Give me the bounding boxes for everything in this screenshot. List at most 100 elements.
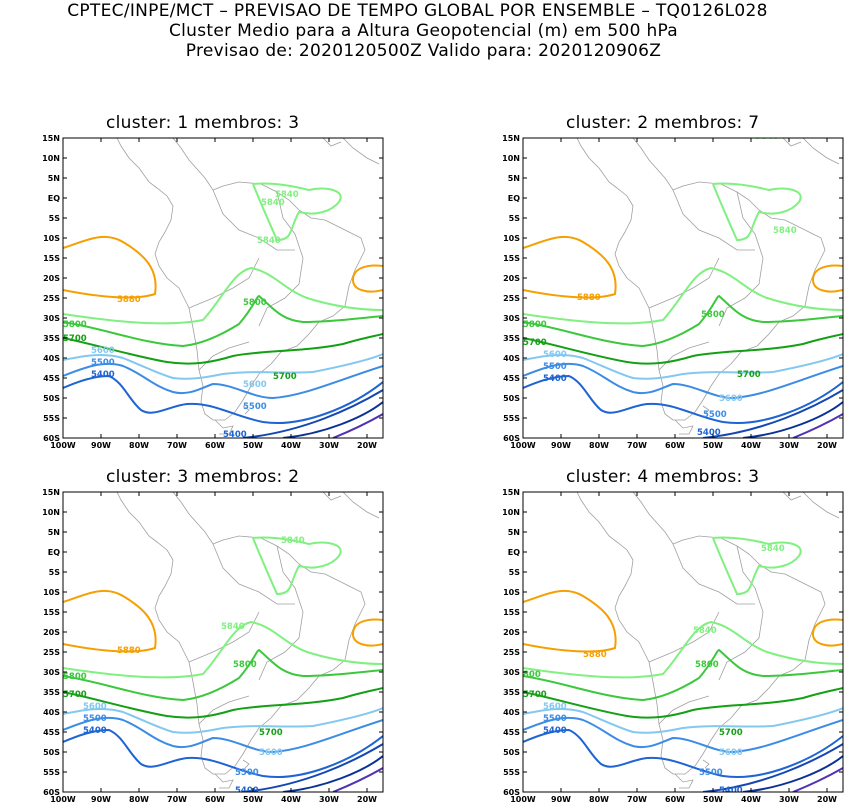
lat-tick-label: 5N bbox=[508, 174, 520, 183]
lat-tick-label: 15N bbox=[502, 134, 520, 143]
contour-label: 5840 bbox=[275, 190, 299, 200]
contour-label: 5600 bbox=[83, 702, 107, 712]
lat-tick-label: 55S bbox=[503, 414, 520, 423]
lon-tick-label: 100W bbox=[510, 441, 536, 450]
lat-tick-label: 60S bbox=[43, 434, 60, 443]
lat-tick-label: 15S bbox=[43, 608, 60, 617]
contour-label: 5400 bbox=[83, 726, 107, 736]
contour-5700-6 bbox=[63, 687, 383, 719]
lat-tick-label: 45S bbox=[43, 728, 60, 737]
contour-label: 5500 bbox=[243, 402, 267, 412]
map-frame bbox=[522, 137, 844, 439]
contour-5840-4 bbox=[63, 266, 383, 325]
contour-label: 5500 bbox=[699, 768, 723, 778]
coastline-6 bbox=[342, 138, 380, 165]
lat-tick-label: 10N bbox=[502, 154, 520, 163]
lon-tick-label: 80W bbox=[129, 441, 149, 450]
lon-tick-label: 20W bbox=[357, 441, 377, 450]
contour-5300-10 bbox=[702, 743, 843, 792]
contour-5880-1 bbox=[523, 589, 617, 653]
contour-5700-6 bbox=[63, 333, 383, 365]
lon-tick-label: 80W bbox=[129, 795, 149, 803]
contour-label: 5500 bbox=[83, 714, 107, 724]
contour-5840-4 bbox=[63, 620, 383, 679]
lon-tick-label: 90W bbox=[551, 441, 571, 450]
lon-tick-label: 90W bbox=[551, 795, 571, 803]
lat-tick-label: 15S bbox=[43, 254, 60, 263]
contour-5700-6 bbox=[523, 687, 843, 719]
lon-tick-label: 20W bbox=[817, 441, 837, 450]
lon-tick-label: 20W bbox=[357, 795, 377, 803]
coastline-5 bbox=[658, 341, 710, 371]
coastline-7 bbox=[782, 138, 802, 147]
contour-5500-8 bbox=[63, 716, 383, 754]
lon-tick-label: 70W bbox=[627, 795, 647, 803]
coastline-6 bbox=[802, 492, 840, 519]
contour-label: 5500 bbox=[543, 362, 567, 372]
contour-label: 5400 bbox=[235, 786, 259, 796]
contour-label: 5600 bbox=[543, 702, 567, 712]
lat-tick-label: 5S bbox=[509, 214, 521, 223]
lat-tick-label: 50S bbox=[43, 748, 60, 757]
lat-tick-label: 25S bbox=[503, 294, 520, 303]
contour-label: 5600 bbox=[719, 394, 743, 404]
lat-tick-label: 20S bbox=[43, 274, 60, 283]
contour-5880-2 bbox=[811, 264, 843, 293]
contour-label: 5400 bbox=[543, 374, 567, 384]
contour-label: 5800 bbox=[243, 298, 267, 308]
contour-5840-3 bbox=[252, 182, 342, 242]
coastline-1 bbox=[116, 492, 366, 775]
coastline-5 bbox=[658, 695, 710, 725]
contour-5800-5 bbox=[63, 294, 383, 348]
lon-tick-label: 50W bbox=[703, 441, 723, 450]
lon-tick-label: 100W bbox=[50, 441, 76, 450]
coastline-9 bbox=[702, 405, 710, 415]
contour-5600-7 bbox=[523, 707, 843, 734]
panel-4-title: cluster: 4 membros: 3 bbox=[566, 467, 760, 487]
contour-label: 5840 bbox=[257, 236, 281, 246]
contour-label: 5400 bbox=[719, 786, 743, 796]
contour-label: 5700 bbox=[259, 728, 283, 738]
lat-tick-label: EQ bbox=[508, 548, 520, 557]
lat-tick-label: 10S bbox=[43, 234, 60, 243]
lon-tick-label: 50W bbox=[703, 795, 723, 803]
lat-tick-label: 55S bbox=[43, 414, 60, 423]
lat-tick-label: 35S bbox=[503, 688, 520, 697]
lat-tick-label: EQ bbox=[48, 548, 60, 557]
contour-label: 5840 bbox=[221, 622, 245, 632]
lat-tick-label: 45S bbox=[503, 374, 520, 383]
lon-tick-label: 60W bbox=[205, 441, 225, 450]
lat-tick-label: 35S bbox=[43, 334, 60, 343]
contour-5500-8 bbox=[63, 362, 383, 400]
contour-label: 5800 bbox=[63, 320, 87, 330]
coastline-9 bbox=[702, 759, 710, 769]
contour-5880-2 bbox=[811, 618, 843, 647]
lat-tick-label: 20S bbox=[503, 628, 520, 637]
lat-tick-label: 20S bbox=[43, 628, 60, 637]
contour-5880-2 bbox=[351, 618, 383, 647]
contour-5840-3 bbox=[252, 536, 342, 596]
lat-tick-label: 30S bbox=[503, 668, 520, 677]
contour-label: 5500 bbox=[91, 358, 115, 368]
lat-tick-label: 25S bbox=[43, 648, 60, 657]
contour-label: 5840 bbox=[693, 626, 717, 636]
lon-tick-label: 40W bbox=[281, 795, 301, 803]
lat-tick-label: 40S bbox=[503, 354, 520, 363]
contour-5880-1 bbox=[63, 235, 157, 299]
lon-tick-label: 60W bbox=[665, 441, 685, 450]
contour-label: 5700 bbox=[523, 338, 547, 348]
lat-tick-label: 40S bbox=[43, 708, 60, 717]
contour-label: 5600 bbox=[719, 748, 743, 758]
lon-tick-label: 30W bbox=[779, 795, 799, 803]
lon-tick-label: 40W bbox=[741, 441, 761, 450]
coastline-4 bbox=[188, 611, 260, 663]
map-panel-1: 5840584058405880580058005700570056005600… bbox=[42, 134, 384, 450]
contour-label: 5840 bbox=[261, 198, 285, 208]
lat-tick-label: 55S bbox=[43, 768, 60, 777]
lat-tick-label: 15N bbox=[42, 134, 60, 143]
coastline-7 bbox=[782, 492, 802, 501]
lon-tick-label: 70W bbox=[167, 441, 187, 450]
contour-5840-3 bbox=[712, 182, 802, 242]
coastline-6 bbox=[342, 492, 380, 519]
coastline-5 bbox=[198, 695, 250, 725]
